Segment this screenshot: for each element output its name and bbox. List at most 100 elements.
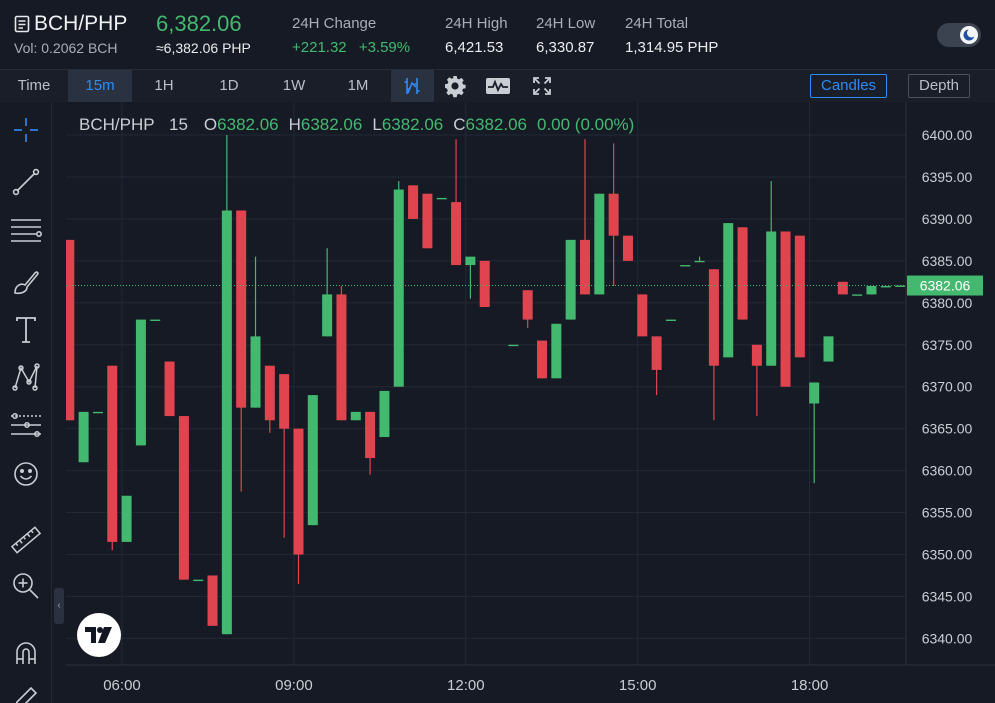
candle-body [680, 265, 691, 267]
theme-toggle[interactable] [937, 23, 981, 47]
pencil-icon[interactable] [8, 680, 44, 703]
ruler-icon[interactable] [8, 522, 44, 558]
stat-24h-low: 24H Low 6,330.87 [536, 15, 595, 56]
candle-down [637, 294, 648, 337]
candle-body [178, 416, 189, 580]
time-tick-label: 09:00 [275, 677, 313, 694]
time-tick-label: 15:00 [619, 677, 657, 694]
stat-label: 24H Low [536, 15, 596, 32]
magnet-icon[interactable] [8, 635, 44, 671]
candle-body [164, 361, 175, 417]
candle-down [279, 374, 290, 538]
candle-down [780, 231, 791, 387]
candle-up [465, 256, 476, 299]
price-tick-label: 6400.00 [922, 127, 973, 143]
brush-icon[interactable] [8, 264, 44, 300]
interval-1d[interactable]: 1D [219, 77, 239, 94]
tradingview-logo-icon[interactable] [77, 613, 121, 657]
interval-1h[interactable]: 1H [154, 77, 174, 94]
stat-value: 6,330.87 [536, 39, 595, 56]
last-price: 6,382.06 [156, 11, 242, 36]
candle-body [236, 210, 247, 408]
pattern-icon[interactable] [8, 359, 44, 395]
candle-up [866, 286, 877, 295]
market-header: BCH/PHP Vol: 0.2062 BCH 6,382.06 ≈6,382.… [0, 0, 995, 69]
legend-high-value: 6382.06 [300, 115, 363, 134]
candle-body [694, 260, 705, 263]
candle-body [350, 411, 361, 421]
interval-1m[interactable]: 1M [347, 77, 369, 94]
price-tick-label: 6355.00 [922, 505, 973, 521]
candle-body [665, 319, 676, 321]
time-tick-label: 12:00 [447, 677, 485, 694]
collapse-toolbar-button[interactable]: ‹ [54, 588, 64, 624]
candle-up [565, 239, 576, 320]
candle-down [837, 281, 848, 295]
candle-body [92, 411, 103, 414]
document-icon[interactable] [14, 15, 30, 33]
candle-down [522, 290, 533, 328]
candle-down [794, 235, 805, 358]
candle-body [622, 235, 633, 261]
prediction-icon[interactable] [8, 407, 44, 443]
volume-text: Vol: 0.2062 BCH [14, 40, 118, 56]
chart-type-icon[interactable] [485, 74, 511, 98]
legend-interval: 15 [169, 115, 188, 134]
legend-low-value: 6382.06 [381, 115, 444, 134]
price-axis: 6400.00 6395.00 6390.00 6385.00 6380.00 6375.… [922, 127, 973, 646]
stat-value: 6,421.53 [445, 39, 504, 56]
candle-down [408, 185, 419, 219]
gear-icon[interactable] [442, 74, 468, 98]
candle-body [809, 382, 820, 404]
text-icon[interactable] [8, 312, 44, 348]
interval-1w[interactable]: 1W [282, 77, 306, 94]
candle-up [350, 411, 361, 421]
candle-body [708, 269, 719, 366]
candles-button[interactable]: Candles [810, 74, 888, 98]
candle-body [751, 344, 762, 366]
stat-label: 24H Total [625, 15, 689, 32]
zoom-in-icon[interactable] [8, 568, 44, 604]
legend-change: 0.00 (0.00%) [537, 115, 635, 134]
candle-up [135, 319, 146, 446]
emoji-icon[interactable] [8, 456, 44, 492]
candle-body [895, 285, 906, 287]
candle-down [164, 361, 175, 417]
fullscreen-icon[interactable] [529, 74, 555, 98]
candle-up [694, 256, 705, 263]
stat-label: 24H Change [292, 15, 377, 32]
candle-body [451, 202, 462, 266]
crosshair-icon[interactable] [8, 112, 44, 148]
price-tick-label: 6350.00 [922, 547, 973, 563]
interval-15m[interactable]: 15m [68, 70, 132, 102]
candle-up [121, 495, 132, 542]
fib-icon[interactable] [8, 212, 44, 248]
candle-body [221, 210, 232, 635]
pair-title[interactable]: BCH/PHP [14, 12, 127, 36]
candlestick-chart[interactable]: 6400.00 6395.00 6390.00 6385.00 6380.00 6375.… [66, 102, 995, 703]
candle-down [751, 344, 762, 417]
candle-body [393, 189, 404, 387]
candle-body [121, 495, 132, 542]
interval-time[interactable]: Time [17, 77, 51, 94]
candle-body [336, 294, 347, 421]
candle-body [322, 294, 333, 337]
candle-body [522, 290, 533, 320]
candle-body [436, 197, 447, 200]
candle-body [880, 286, 891, 288]
stat-value: +221.32 +3.59% [292, 39, 410, 56]
trendline-icon[interactable] [8, 164, 44, 200]
candle-down [178, 416, 189, 580]
candle-up [895, 285, 906, 287]
candle-up [723, 223, 734, 358]
candle-up [307, 395, 318, 526]
legend-open-value: 6382.06 [217, 115, 279, 134]
time-tick-label: 06:00 [103, 677, 141, 694]
depth-button[interactable]: Depth [908, 74, 971, 98]
candle-body [408, 185, 419, 219]
indicator-icon[interactable] [391, 70, 434, 102]
candle-up [680, 265, 691, 267]
legend-symbol: BCH/PHP 15 [79, 115, 188, 135]
candle-body [723, 223, 734, 358]
legend-open-label: O [203, 115, 218, 134]
